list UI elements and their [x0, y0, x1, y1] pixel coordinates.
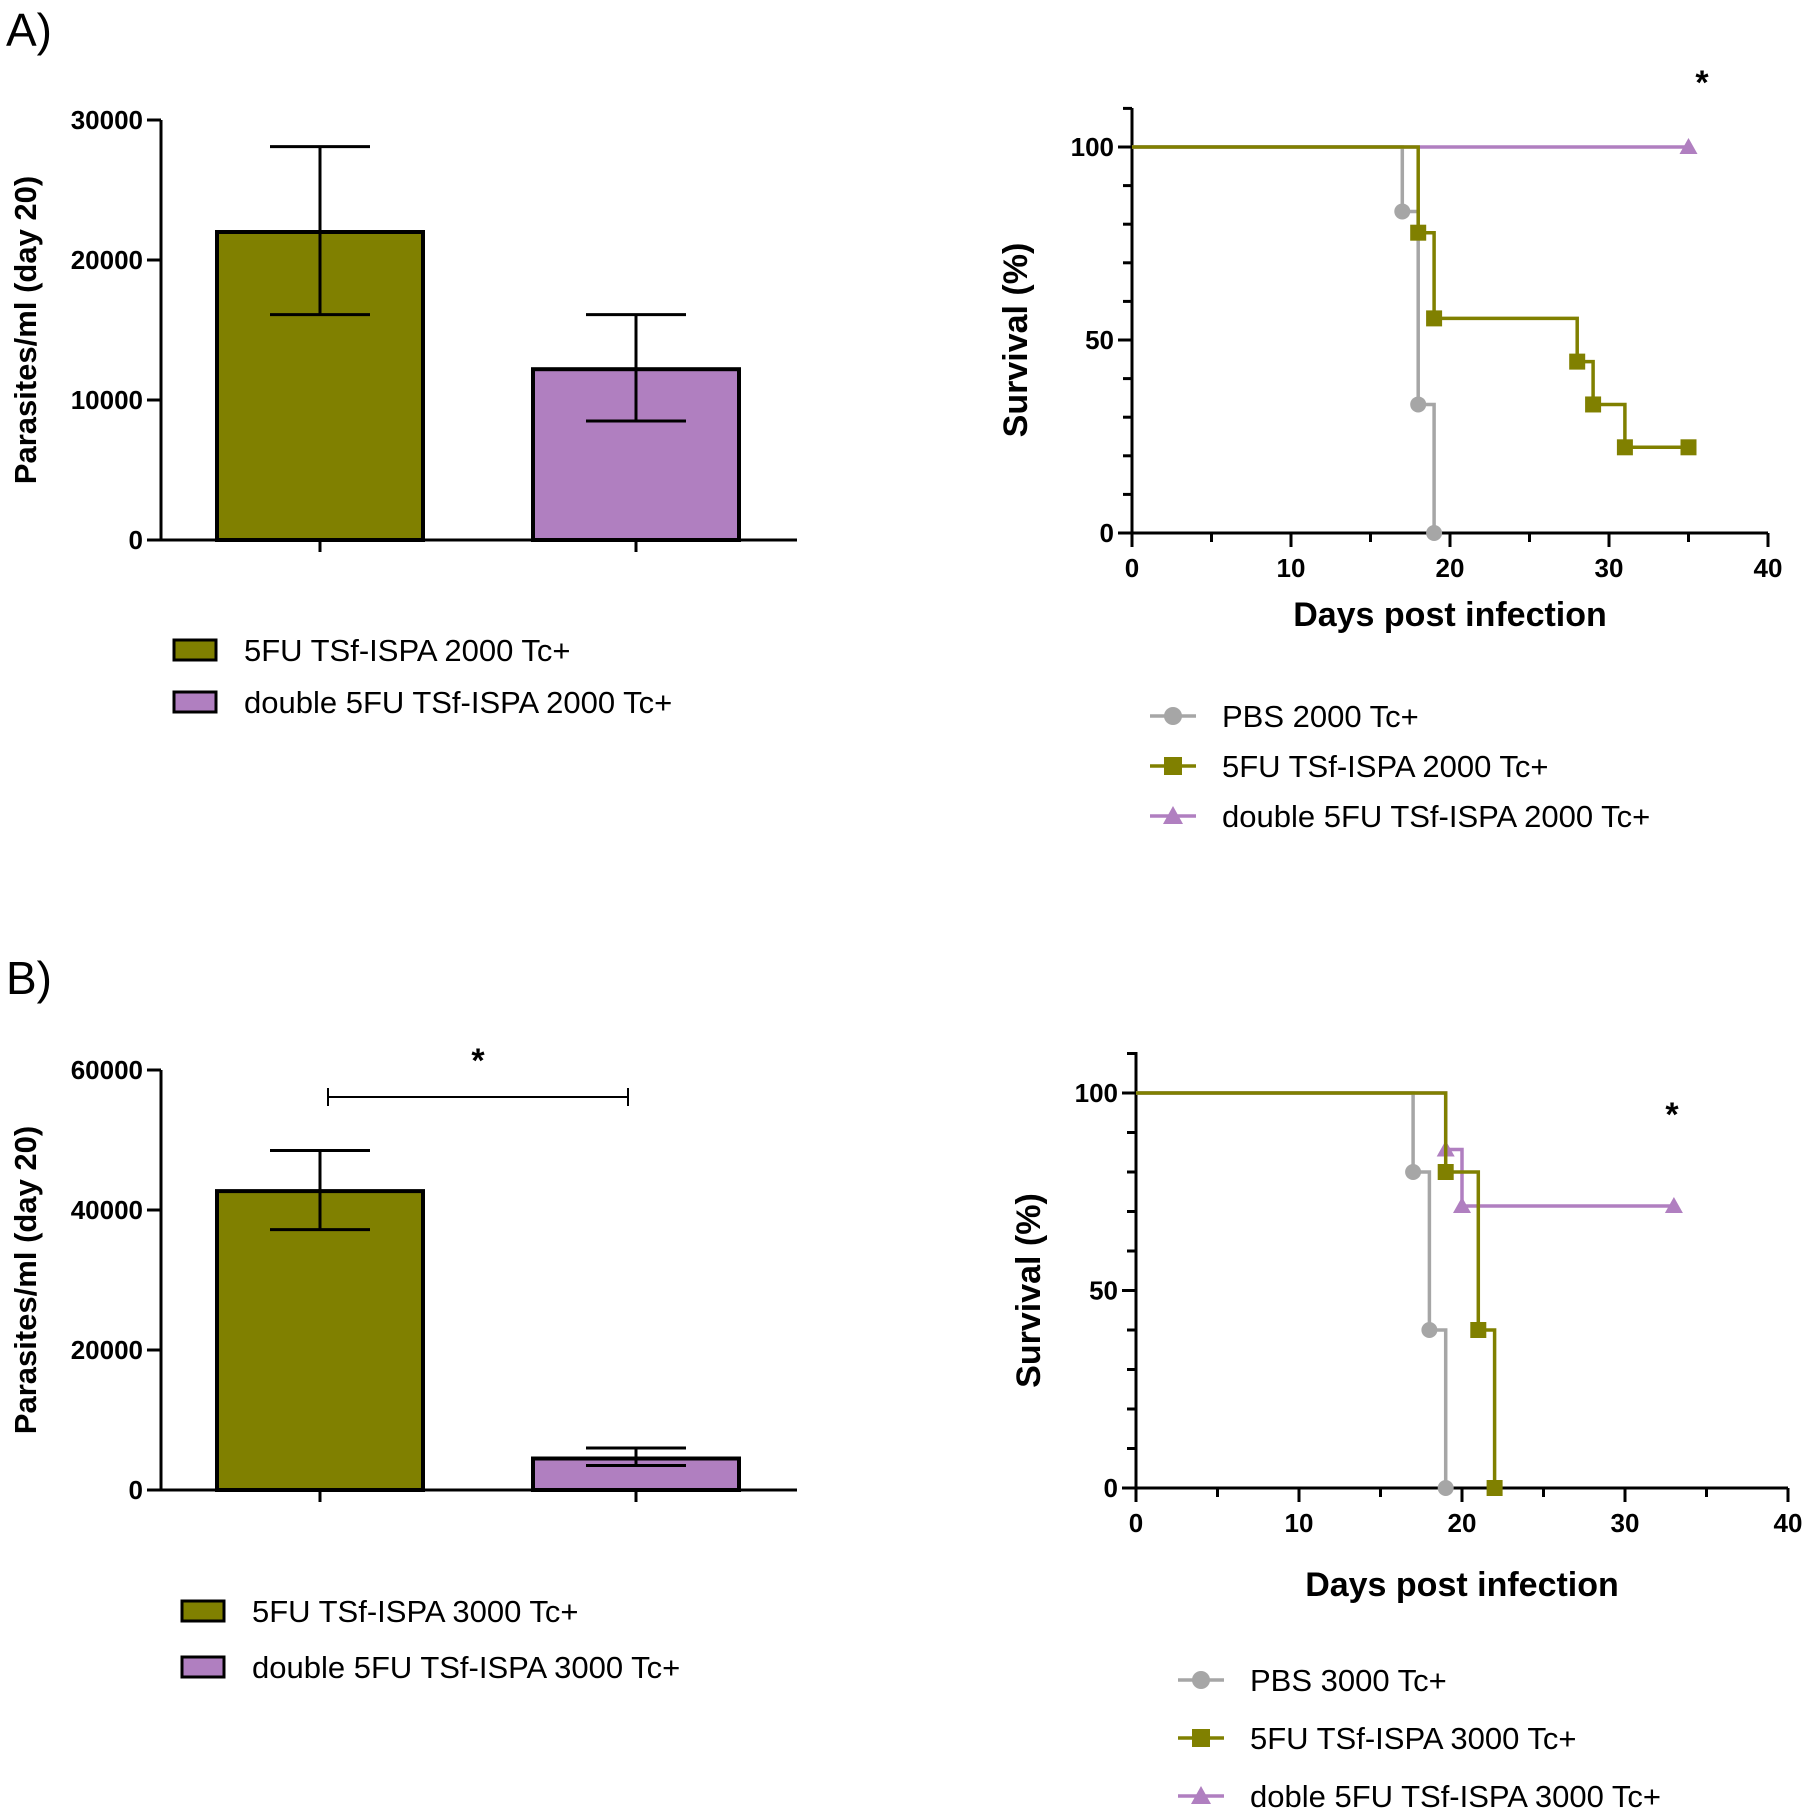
- legend-label: double 5FU TSf-ISPA 2000 Tc+: [1222, 799, 1650, 834]
- y-tick-label: 40000: [71, 1195, 143, 1225]
- square-point-marker: [1680, 439, 1697, 456]
- panel-label-b: B): [6, 952, 52, 1004]
- circle-point-marker: [1437, 1480, 1454, 1496]
- x-tick-label: 30: [1611, 1508, 1640, 1538]
- circle-point-marker: [1405, 1164, 1422, 1180]
- legend-square-marker: [1192, 1729, 1210, 1747]
- x-tick-label: 10: [1277, 553, 1306, 583]
- square-point-marker: [1410, 224, 1427, 241]
- legend-label: doble 5FU TSf-ISPA 3000 Tc+: [1250, 1779, 1661, 1813]
- y-tick-label: 0: [1104, 1473, 1118, 1503]
- y-axis-title: Survival (%): [1010, 1193, 1048, 1388]
- legend-swatch: [180, 1655, 226, 1679]
- y-tick-label: 60000: [71, 1055, 143, 1085]
- legend-label: 5FU TSf-ISPA 2000 Tc+: [244, 633, 571, 668]
- y-tick-label: 20000: [71, 1335, 143, 1365]
- significance-star: *: [1695, 64, 1709, 102]
- bar: [215, 1189, 425, 1492]
- legend-label: double 5FU TSf-ISPA 3000 Tc+: [252, 1650, 680, 1685]
- y-tick-label: 0: [1100, 518, 1114, 548]
- x-tick-label: 0: [1125, 553, 1139, 583]
- y-tick-label: 30000: [71, 105, 143, 135]
- legend-label: 5FU TSf-ISPA 3000 Tc+: [252, 1594, 579, 1629]
- y-tick-label: 50: [1085, 325, 1114, 355]
- legend-circle-marker: [1192, 1671, 1210, 1689]
- x-axis-title: Days post infection: [1305, 1566, 1619, 1604]
- legend-label: double 5FU TSf-ISPA 2000 Tc+: [244, 685, 672, 720]
- legend-swatch: [180, 1599, 226, 1623]
- survival-line: [1136, 1091, 1497, 1488]
- legend-circle-marker: [1164, 707, 1182, 725]
- square-point-marker: [1437, 1164, 1454, 1180]
- triangle-point-marker: [1679, 138, 1698, 154]
- significance-star: *: [471, 1042, 485, 1080]
- y-tick-label: 0: [129, 525, 143, 555]
- legend-label: PBS 3000 Tc+: [1250, 1663, 1447, 1698]
- legend-label: PBS 2000 Tc+: [1222, 699, 1419, 734]
- y-axis-title: Survival (%): [997, 243, 1035, 438]
- x-axis-title: Days post infection: [1293, 596, 1607, 634]
- x-tick-label: 0: [1129, 1508, 1143, 1538]
- y-axis-title: Parasites/ml (day 20): [8, 176, 43, 484]
- circle-point-marker: [1394, 203, 1411, 220]
- circle-point-marker: [1426, 525, 1443, 541]
- triangle-point-marker: [1453, 1196, 1471, 1213]
- square-point-marker: [1486, 1480, 1503, 1496]
- circle-point-marker: [1410, 396, 1427, 413]
- y-tick-label: 50: [1089, 1276, 1118, 1306]
- legend-label: 5FU TSf-ISPA 2000 Tc+: [1222, 749, 1549, 784]
- legend-triangle-marker: [1191, 1786, 1211, 1804]
- panel-label-a: A): [6, 4, 52, 56]
- square-point-marker: [1585, 396, 1602, 413]
- circle-point-marker: [1421, 1322, 1438, 1338]
- y-tick-label: 100: [1075, 1078, 1118, 1108]
- square-point-marker: [1569, 353, 1586, 370]
- triangle-point-marker: [1664, 1196, 1683, 1213]
- survival-line: [1132, 145, 1689, 450]
- square-point-marker: [1426, 310, 1443, 327]
- chart-a-parasitemia-bar: 0 10000 20000 30000 Parasites/ml (day 20) 5FU…: [8, 105, 797, 720]
- significance-star: *: [1665, 1096, 1679, 1134]
- chart-b-parasitemia-bar: 0 20000 40000 60000 Parasites/ml (day 20) * 5F…: [8, 1042, 797, 1685]
- square-point-marker: [1616, 439, 1633, 456]
- survival-line: [1132, 145, 1436, 533]
- legend-triangle-marker: [1163, 806, 1183, 824]
- square-point-marker: [1470, 1322, 1487, 1338]
- survival-line: [1136, 1091, 1674, 1208]
- y-tick-label: 100: [1071, 132, 1114, 162]
- x-tick-label: 40: [1774, 1508, 1803, 1538]
- chart-b-survival: 0 50 100 0 10 20 30 40 Survival (%) Days post inf…: [1010, 1052, 1802, 1813]
- chart-a-survival: 0 50 100 0 10 20 30 40 Survival (%) Days post inf…: [997, 64, 1782, 834]
- x-tick-label: 30: [1595, 553, 1624, 583]
- x-tick-label: 20: [1448, 1508, 1477, 1538]
- legend-label: 5FU TSf-ISPA 3000 Tc+: [1250, 1721, 1577, 1756]
- y-tick-label: 20000: [71, 245, 143, 275]
- y-axis-title: Parasites/ml (day 20): [8, 1126, 43, 1434]
- survival-line: [1136, 1091, 1448, 1488]
- legend-swatch: [172, 638, 218, 662]
- x-tick-label: 20: [1436, 553, 1465, 583]
- y-tick-label: 10000: [71, 385, 143, 415]
- x-tick-label: 10: [1285, 1508, 1314, 1538]
- legend-square-marker: [1164, 757, 1182, 775]
- legend-swatch: [172, 690, 218, 714]
- y-tick-label: 0: [129, 1475, 143, 1505]
- x-tick-label: 40: [1754, 553, 1783, 583]
